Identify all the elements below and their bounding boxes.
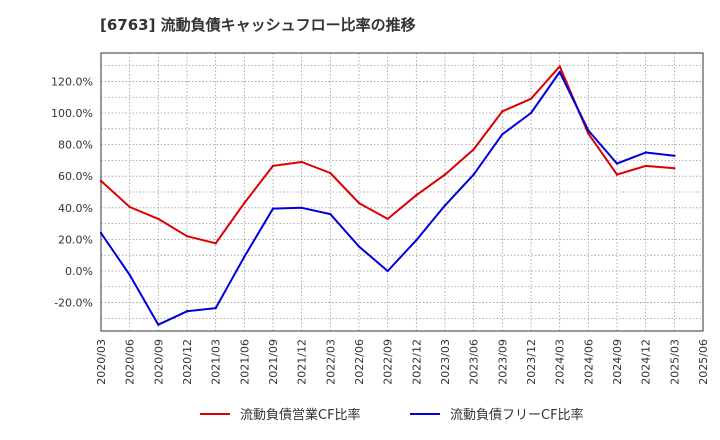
data-point bbox=[443, 204, 447, 207]
x-tick-label: 2021/09 bbox=[267, 339, 280, 385]
data-point bbox=[415, 238, 418, 242]
plot-frame bbox=[100, 52, 704, 332]
data-point bbox=[243, 201, 246, 205]
y-tick-label: 0.0% bbox=[65, 265, 93, 278]
legend: 流動負債営業CF比率 流動負債フリーCF比率 bbox=[200, 407, 584, 423]
plot-area: -20.0% 0.0% 20.0% 40.0% 60.0% 80.0% 100.0% 120.… bbox=[51, 52, 710, 385]
data-point bbox=[615, 162, 619, 165]
data-point bbox=[529, 111, 533, 115]
y-tick-label: 40.0% bbox=[58, 202, 93, 215]
data-point bbox=[271, 207, 275, 210]
x-tick-label: 2025/03 bbox=[668, 339, 681, 385]
data-point bbox=[386, 269, 389, 273]
data-point bbox=[501, 110, 504, 113]
data-point bbox=[558, 70, 561, 74]
data-point bbox=[214, 306, 217, 310]
data-point bbox=[501, 133, 504, 136]
data-point bbox=[329, 171, 332, 175]
data-point bbox=[243, 255, 246, 258]
data-point bbox=[185, 235, 189, 238]
data-point bbox=[157, 323, 160, 326]
data-point bbox=[185, 310, 189, 313]
data-point bbox=[673, 154, 676, 157]
data-point bbox=[386, 217, 389, 221]
data-point bbox=[615, 173, 619, 176]
data-point bbox=[300, 206, 303, 209]
x-tick-label: 2021/12 bbox=[296, 339, 309, 385]
legend-label-2: 流動負債フリーCF比率 bbox=[450, 407, 584, 423]
x-tick-label: 2022/03 bbox=[324, 339, 337, 385]
x-tick-label: 2020/12 bbox=[181, 339, 194, 385]
data-point bbox=[329, 212, 332, 216]
x-tick-label: 2020/03 bbox=[95, 339, 108, 385]
data-point bbox=[443, 173, 447, 176]
x-tick-label: 2023/03 bbox=[439, 339, 452, 385]
legend-label-1: 流動負債営業CF比率 bbox=[240, 407, 361, 423]
x-tick-label: 2022/09 bbox=[382, 339, 395, 385]
data-point bbox=[587, 129, 590, 132]
data-point bbox=[99, 179, 103, 183]
x-tick-label: 2020/06 bbox=[124, 339, 137, 385]
data-point bbox=[415, 193, 418, 197]
data-point bbox=[472, 148, 475, 151]
data-point bbox=[558, 65, 561, 68]
data-point bbox=[99, 231, 103, 235]
x-tick-label: 2022/06 bbox=[353, 339, 366, 385]
x-tick-label: 2020/09 bbox=[152, 339, 165, 385]
data-point bbox=[644, 164, 647, 168]
x-tick-label: 2024/09 bbox=[611, 339, 624, 385]
data-point bbox=[271, 164, 275, 168]
data-point bbox=[300, 160, 303, 164]
data-point bbox=[157, 217, 160, 221]
data-point bbox=[644, 151, 647, 154]
y-tick-label: 120.0% bbox=[51, 75, 93, 88]
data-point bbox=[357, 245, 361, 248]
x-tick-label: 2023/09 bbox=[496, 339, 509, 385]
x-tick-label: 2024/03 bbox=[554, 339, 567, 385]
y-tick-label: 20.0% bbox=[58, 233, 93, 246]
data-point bbox=[214, 242, 217, 245]
data-point bbox=[472, 173, 475, 176]
x-tick-label: 2021/03 bbox=[210, 339, 223, 385]
x-tick-label: 2023/12 bbox=[525, 339, 538, 385]
y-tick-label: 80.0% bbox=[58, 139, 93, 152]
chart-title: [6763] 流動負債キャッシュフロー比率の推移 bbox=[100, 16, 416, 34]
y-tick-label: 100.0% bbox=[51, 107, 93, 120]
data-point bbox=[357, 201, 361, 205]
data-point bbox=[673, 167, 676, 170]
x-tick-label: 2022/12 bbox=[410, 339, 423, 385]
x-tick-label: 2024/12 bbox=[640, 339, 653, 385]
x-tick-label: 2023/06 bbox=[468, 339, 481, 385]
y-tick-label: 60.0% bbox=[58, 170, 93, 183]
y-tick-label: -20.0% bbox=[54, 297, 93, 310]
x-tick-label: 2025/06 bbox=[697, 339, 710, 385]
data-point bbox=[128, 273, 131, 277]
data-point bbox=[529, 97, 533, 101]
x-tick-label: 2024/06 bbox=[582, 339, 595, 385]
data-point bbox=[128, 205, 131, 209]
x-tick-label: 2021/06 bbox=[238, 339, 251, 385]
data-point bbox=[587, 132, 590, 135]
